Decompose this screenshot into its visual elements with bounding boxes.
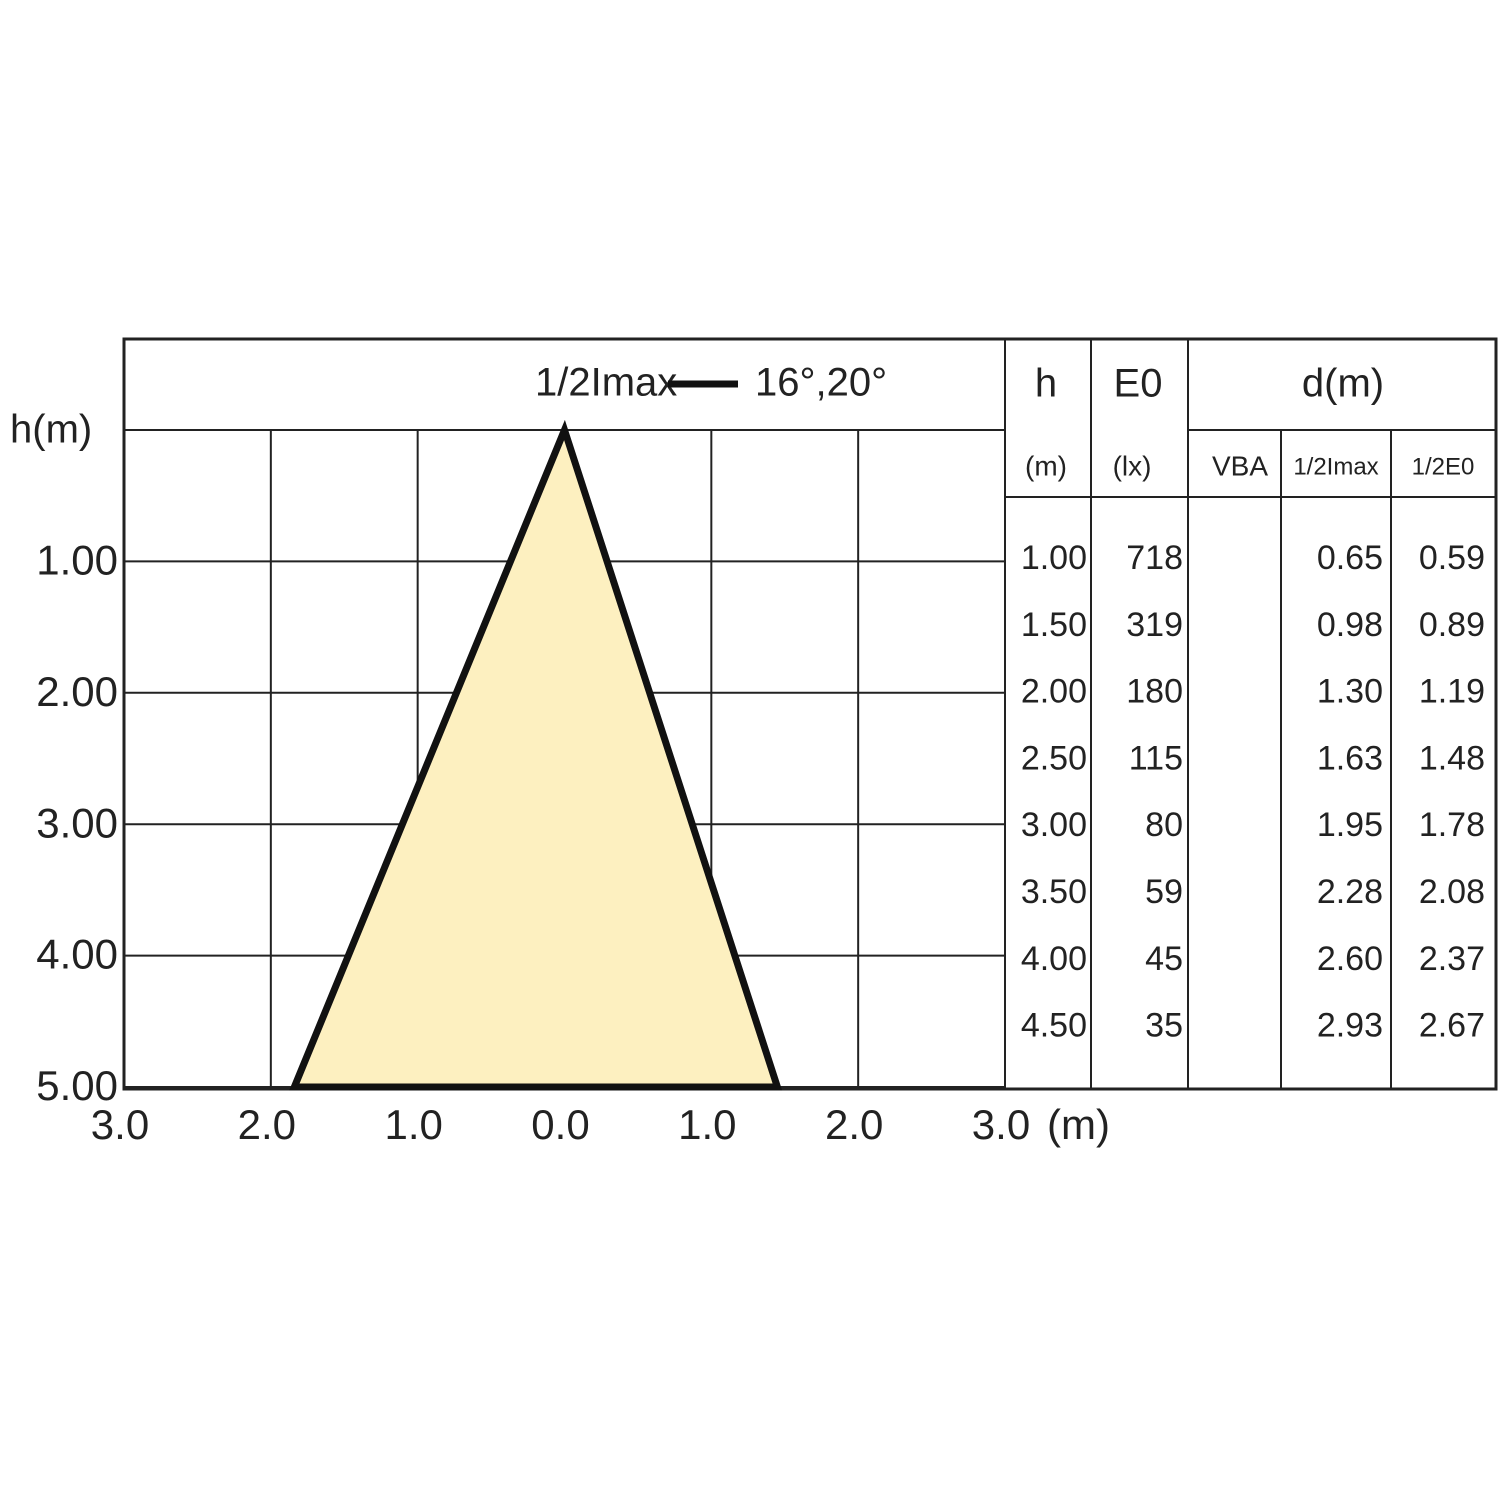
- table-subheader: VBA: [1212, 450, 1268, 481]
- frame: [122, 337, 1498, 1091]
- table-cell: 2.37: [1419, 940, 1485, 978]
- table-cell: 2.00: [1021, 673, 1087, 711]
- table-cell: 1.63: [1317, 739, 1383, 777]
- table-cell: 2.60: [1317, 940, 1383, 978]
- table-cell: 1.48: [1419, 739, 1485, 777]
- table-cell: 2.93: [1317, 1007, 1383, 1045]
- table-cell: 115: [1129, 739, 1183, 777]
- table-cell: 0.98: [1317, 606, 1383, 644]
- table-subheader: 1/2Imax: [1293, 453, 1378, 480]
- table-cell: 0.59: [1419, 539, 1485, 577]
- x-tick-label: 1.0: [678, 1101, 736, 1148]
- y-tick-label: 5.00: [36, 1062, 118, 1109]
- x-tick-label: 2.0: [238, 1101, 296, 1148]
- y-tick-label: 1.00: [36, 536, 118, 583]
- table-cell: 0.65: [1317, 539, 1383, 577]
- x-tick-label: 2.0: [825, 1101, 883, 1148]
- legend-label: 1/2Imax: [535, 361, 677, 405]
- table-header: E0: [1114, 362, 1163, 406]
- y-tick-label: 2.00: [36, 668, 118, 715]
- y-tick-label: 3.00: [36, 799, 118, 846]
- table-subheader: 1/2E0: [1412, 453, 1475, 480]
- table-cell: 718: [1126, 539, 1183, 577]
- table-cell: 1.00: [1021, 539, 1087, 577]
- table-cell: 180: [1126, 673, 1183, 711]
- table-cell: 59: [1145, 873, 1183, 911]
- table-cell: 35: [1145, 1007, 1183, 1045]
- table-cell: 4.50: [1021, 1007, 1087, 1045]
- table-cell: 80: [1145, 806, 1183, 844]
- table-cell: 3.50: [1021, 873, 1087, 911]
- y-tick-label: 4.00: [36, 931, 118, 978]
- table-cell: 0.89: [1419, 606, 1485, 644]
- table-cell: 2.28: [1317, 873, 1383, 911]
- x-tick-label: 3.0: [91, 1101, 149, 1148]
- y-axis-label: h(m): [10, 408, 92, 452]
- table-header: d(m): [1302, 362, 1384, 406]
- table-cell: 2.67: [1419, 1007, 1485, 1045]
- table-cell: 1.30: [1317, 673, 1383, 711]
- table-cell: 2.50: [1021, 739, 1087, 777]
- annotation: 16°,20°: [755, 361, 887, 405]
- x-tick-label: 1.0: [384, 1101, 442, 1148]
- table-subheader: (m): [1025, 450, 1067, 481]
- light-cone: [289, 419, 783, 1091]
- table-cell: 1.95: [1317, 806, 1383, 844]
- x-axis-label: (m): [1047, 1101, 1110, 1148]
- x-tick-label: 3.0: [972, 1101, 1030, 1148]
- table-cell: 319: [1126, 606, 1183, 644]
- table-header: h: [1035, 362, 1057, 406]
- table-cell: 1.50: [1021, 606, 1087, 644]
- table-cell: 3.00: [1021, 806, 1087, 844]
- table-cell: 4.00: [1021, 940, 1087, 978]
- table-subheader: (lx): [1113, 450, 1152, 481]
- table-cell: 45: [1145, 940, 1183, 978]
- table-cell: 2.08: [1419, 873, 1485, 911]
- x-tick-label: 0.0: [531, 1101, 589, 1148]
- table-cell: 1.19: [1419, 673, 1485, 711]
- table-cell: 1.78: [1419, 806, 1485, 844]
